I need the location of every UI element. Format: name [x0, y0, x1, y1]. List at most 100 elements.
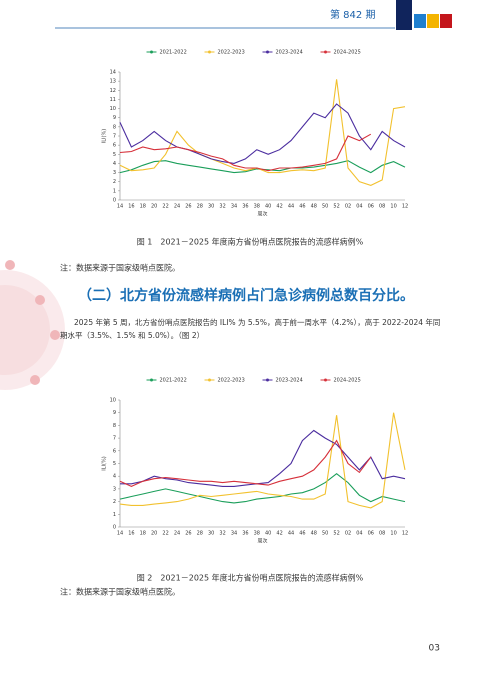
- x-tick-label: 02: [345, 204, 351, 210]
- y-tick-label: 8: [113, 124, 116, 130]
- x-tick-label: 50: [322, 204, 328, 210]
- legend-dot: [324, 50, 327, 54]
- x-tick-label: 14: [117, 204, 123, 210]
- x-tick-label: 42: [276, 531, 282, 537]
- header-square: [427, 14, 439, 28]
- x-tick-label: 48: [311, 204, 317, 210]
- x-tick-label: 12: [402, 531, 408, 537]
- x-tick-label: 08: [379, 531, 385, 537]
- series-line: [119, 79, 406, 186]
- legend-label: 2022-2023: [218, 378, 245, 384]
- x-tick-label: 46: [299, 531, 305, 537]
- note: 注：数据来源于国家级哨点医院。: [60, 263, 180, 273]
- y-tick-label: 5: [113, 461, 116, 467]
- x-tick-label: 26: [185, 204, 191, 210]
- series-line: [119, 412, 406, 509]
- x-tick-label: 20: [151, 531, 157, 537]
- x-tick-label: 38: [254, 204, 260, 210]
- y-tick-label: 0: [113, 198, 116, 204]
- x-tick-label: 26: [185, 531, 191, 537]
- x-tick-label: 50: [322, 531, 328, 537]
- legend-label: 2024-2025: [334, 50, 361, 56]
- x-tick-label: 06: [368, 204, 374, 210]
- x-axis-label: 周次: [257, 211, 267, 218]
- x-tick-label: 34: [231, 204, 237, 210]
- y-tick-label: 3: [113, 170, 116, 176]
- x-tick-label: 40: [265, 204, 271, 210]
- legend-label: 2024-2025: [334, 378, 361, 384]
- legend-label: 2022-2023: [218, 50, 245, 56]
- x-tick-label: 32: [219, 204, 225, 210]
- y-tick-label: 7: [113, 134, 116, 140]
- x-tick-label: 36: [242, 531, 248, 537]
- x-tick-label: 48: [311, 531, 317, 537]
- y-tick-label: 1: [113, 188, 116, 194]
- legend-label: 2021-2022: [160, 50, 187, 56]
- x-tick-label: 18: [140, 204, 146, 210]
- legend-dot: [208, 378, 211, 382]
- x-tick-label: 28: [197, 204, 203, 210]
- y-tick-label: 11: [110, 97, 116, 103]
- series-line: [119, 473, 406, 504]
- paragraph-box: 2025 年第 5 周，北方省份哨点医院报告的 ILI% 为 5.5%，高于前一…: [60, 318, 441, 340]
- caption: 图 1 2021－2025 年度南方省份哨点医院报告的流感样病例%: [137, 237, 364, 247]
- x-tick-label: 42: [276, 204, 282, 210]
- y-tick-label: 1: [113, 512, 116, 518]
- x-tick-label: 22: [162, 531, 168, 537]
- y-tick-label: 0: [113, 525, 116, 531]
- y-axis-label: ILI(%): [102, 456, 108, 470]
- y-tick-label: 3: [113, 486, 116, 492]
- x-tick-label: 34: [231, 531, 237, 537]
- y-tick-label: 2: [113, 179, 116, 185]
- y-tick-label: 10: [110, 106, 116, 112]
- x-tick-label: 18: [140, 531, 146, 537]
- x-tick-label: 32: [219, 531, 225, 537]
- y-tick-label: 6: [113, 143, 116, 149]
- page-number: 03: [429, 644, 440, 654]
- x-tick-label: 30: [208, 531, 214, 537]
- legend-dot: [208, 50, 211, 54]
- x-tick-label: 36: [242, 204, 248, 210]
- y-tick-label: 8: [113, 423, 116, 429]
- y-tick-label: 9: [113, 115, 116, 121]
- x-tick-label: 08: [379, 204, 385, 210]
- x-tick-label: 46: [299, 204, 305, 210]
- series-line: [119, 439, 372, 488]
- y-tick-label: 7: [113, 436, 116, 442]
- x-tick-label: 16: [128, 204, 134, 210]
- header-square: [414, 14, 426, 28]
- y-tick-label: 14: [110, 70, 116, 76]
- x-tick-label: 40: [265, 531, 271, 537]
- x-tick-label: 44: [288, 531, 294, 537]
- x-tick-label: 24: [174, 204, 180, 210]
- y-tick-label: 13: [110, 79, 116, 85]
- x-tick-label: 28: [197, 531, 203, 537]
- x-tick-label: 22: [162, 204, 168, 210]
- legend-dot: [266, 50, 269, 54]
- legend-label: 2021-2022: [160, 378, 187, 384]
- header-block: [396, 0, 412, 30]
- legend-label: 2023-2024: [276, 50, 303, 56]
- y-tick-label: 12: [110, 88, 116, 94]
- y-tick-label: 2: [113, 499, 116, 505]
- virus-decoration: [0, 260, 65, 390]
- series-line: [120, 429, 406, 487]
- note: 注：数据来源于国家级哨点医院。: [60, 587, 180, 597]
- x-tick-label: 12: [402, 204, 408, 210]
- x-tick-label: 24: [174, 531, 180, 537]
- x-tick-label: 52: [333, 204, 339, 210]
- x-tick-label: 44: [288, 204, 294, 210]
- paragraph: 2025 年第 5 周，北方省份哨点医院报告的 ILI% 为 5.5%，高于前一…: [60, 318, 441, 340]
- legend-label: 2023-2024: [276, 378, 303, 384]
- series-line: [119, 133, 372, 172]
- x-tick-label: 38: [254, 531, 260, 537]
- x-axis-label: 周次: [257, 538, 267, 545]
- caption: 图 2 2021－2025 年度北方省份哨点医院报告的流感样病例%: [137, 573, 364, 583]
- y-tick-label: 4: [113, 474, 116, 480]
- legend-dot: [266, 378, 269, 382]
- x-tick-label: 30: [208, 204, 214, 210]
- y-tick-label: 4: [113, 161, 116, 167]
- x-tick-label: 10: [390, 531, 396, 537]
